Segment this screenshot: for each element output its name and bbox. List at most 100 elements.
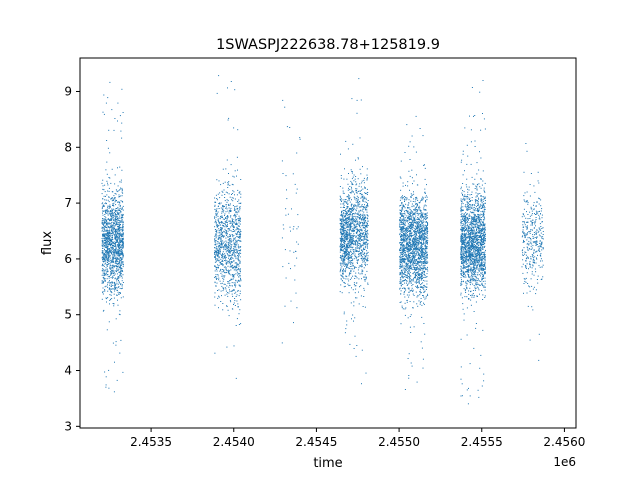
data-point	[231, 257, 233, 259]
data-point	[111, 197, 113, 198]
data-point	[426, 221, 428, 223]
data-point	[343, 243, 345, 245]
data-point	[101, 220, 103, 222]
data-point	[351, 246, 353, 248]
data-point	[399, 212, 401, 214]
data-point	[362, 223, 364, 224]
data-point	[214, 244, 216, 246]
data-point	[119, 196, 120, 198]
data-point	[345, 252, 347, 254]
data-point	[341, 239, 342, 241]
data-point	[353, 204, 355, 206]
data-point	[231, 244, 233, 246]
data-point	[350, 240, 351, 242]
data-point	[413, 257, 415, 259]
data-point	[360, 237, 361, 239]
data-point	[231, 234, 233, 236]
data-point	[220, 283, 222, 285]
data-point	[232, 264, 234, 266]
data-point	[224, 223, 226, 225]
data-point	[356, 237, 358, 239]
data-point	[401, 259, 403, 261]
data-point	[117, 255, 119, 257]
data-point	[350, 227, 352, 228]
data-point	[104, 235, 105, 237]
data-point	[221, 263, 223, 265]
data-point	[237, 251, 238, 253]
data-point	[407, 268, 408, 270]
data-point	[215, 194, 217, 196]
data-point	[404, 389, 406, 390]
data-point	[231, 194, 232, 195]
data-point	[227, 228, 229, 229]
data-point	[417, 221, 419, 223]
data-point	[116, 208, 118, 209]
data-point	[120, 229, 122, 231]
data-point	[113, 222, 115, 224]
data-point	[114, 249, 116, 250]
data-point	[341, 243, 343, 245]
data-point	[424, 249, 426, 251]
data-point	[104, 203, 106, 205]
data-point	[341, 263, 343, 265]
data-point	[418, 257, 419, 258]
data-point	[232, 226, 234, 227]
data-point	[232, 274, 234, 276]
data-point	[214, 352, 216, 354]
data-point	[363, 219, 365, 221]
data-point	[218, 252, 220, 254]
data-point	[403, 268, 405, 270]
data-point	[347, 222, 349, 223]
data-point	[239, 263, 241, 264]
data-point	[232, 218, 234, 220]
data-point	[122, 245, 124, 247]
data-point	[424, 164, 425, 166]
data-point	[122, 232, 124, 234]
data-point	[344, 219, 346, 221]
data-point	[403, 241, 405, 243]
data-point	[416, 224, 418, 226]
data-point	[400, 246, 402, 248]
data-point	[230, 279, 232, 281]
data-point	[109, 299, 111, 301]
data-point	[106, 223, 108, 225]
data-point	[346, 226, 348, 228]
data-point	[217, 297, 219, 299]
data-point	[224, 200, 226, 202]
data-point	[232, 250, 234, 251]
data-point	[341, 220, 343, 222]
data-point	[344, 214, 346, 216]
data-point	[366, 232, 368, 234]
data-point	[354, 205, 356, 207]
data-point	[362, 233, 364, 235]
data-point	[364, 222, 366, 224]
data-point	[120, 247, 122, 249]
data-point	[218, 223, 220, 225]
data-point	[121, 238, 123, 240]
data-point	[343, 202, 345, 204]
data-point	[226, 201, 228, 203]
data-point	[240, 193, 242, 195]
data-point	[297, 226, 299, 228]
data-point	[282, 99, 284, 101]
data-point	[410, 223, 412, 225]
data-point	[349, 218, 351, 220]
data-point	[361, 239, 363, 241]
data-point	[347, 242, 349, 244]
data-point	[110, 285, 112, 287]
data-point	[236, 281, 238, 283]
data-point	[104, 272, 106, 274]
data-point	[230, 265, 232, 267]
data-point	[222, 236, 224, 238]
data-point	[102, 260, 104, 262]
data-point	[341, 240, 343, 242]
data-point	[357, 196, 359, 198]
data-point	[217, 193, 219, 195]
data-point	[104, 240, 106, 241]
data-point	[118, 194, 120, 196]
data-point	[400, 204, 401, 206]
data-point	[410, 332, 412, 333]
data-point	[350, 243, 352, 245]
data-point	[421, 221, 423, 223]
data-point	[104, 234, 106, 236]
